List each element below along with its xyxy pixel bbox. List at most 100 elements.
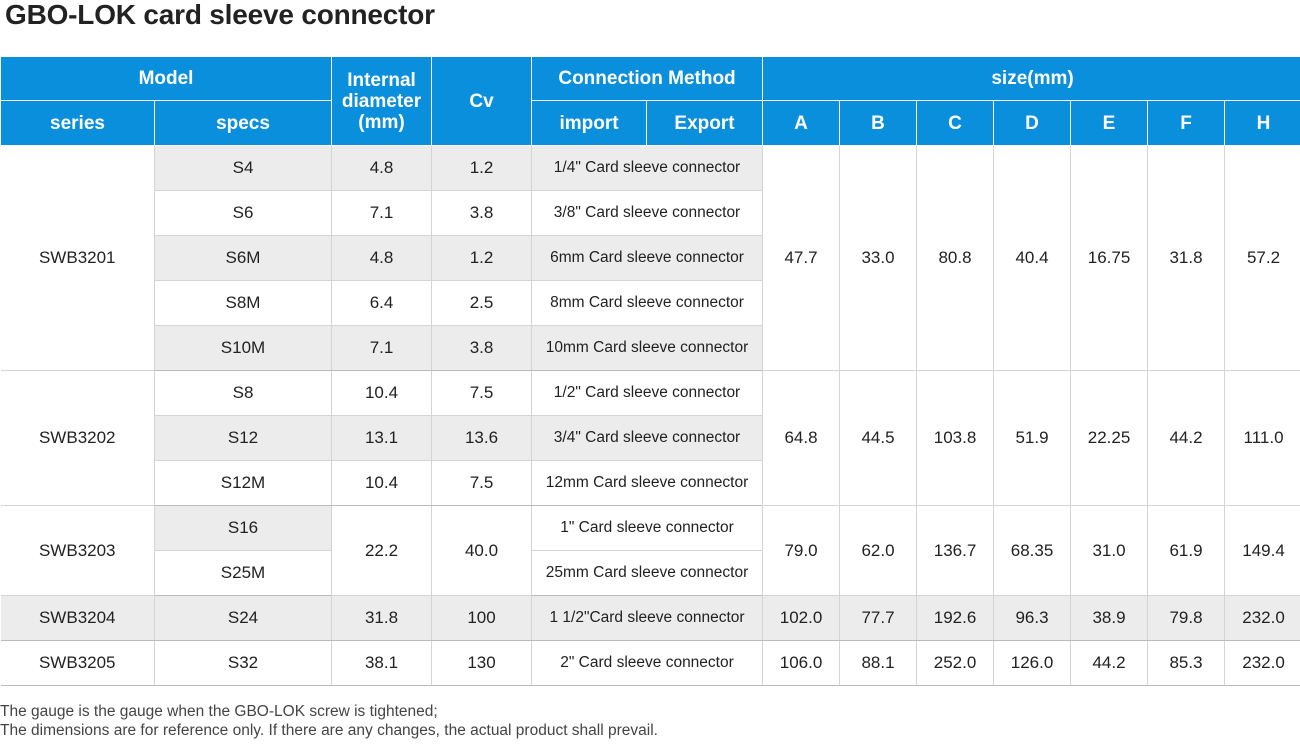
series-cell: SWB3202	[0, 370, 155, 506]
size-h-cell: 149.4	[1224, 505, 1300, 596]
size-c-cell: 103.8	[916, 370, 995, 506]
table-row: S6 7.1 3.8 3/8" Card sleeve connector	[1, 190, 1300, 236]
size-b-cell: 88.1	[839, 640, 918, 686]
size-e-cell: 22.25	[1070, 370, 1149, 506]
header-size-h: H	[1224, 100, 1300, 146]
size-c-cell: 136.7	[916, 505, 995, 596]
cv-cell: 130	[431, 640, 533, 686]
size-f-cell: 61.9	[1147, 505, 1226, 596]
header-internal-diameter: Internal diameter (mm)	[331, 56, 433, 146]
header-connection-method: Connection Method	[531, 56, 764, 101]
connection-cell: 1 1/2"Card sleeve connector	[531, 595, 764, 641]
series-cell: SWB3205	[0, 640, 155, 686]
table-row: SWB3204 S24 31.8 100 1 1/2"Card sleeve c…	[0, 595, 1300, 641]
diameter-cell: 22.2	[331, 505, 433, 596]
diameter-cell: 4.8	[331, 235, 433, 281]
connection-cell: 1/2" Card sleeve connector	[531, 370, 764, 416]
spec-cell: S32	[154, 640, 333, 686]
size-c-cell: 252.0	[916, 640, 995, 686]
size-a-cell: 102.0	[762, 595, 841, 641]
size-a-cell: 47.7	[762, 145, 841, 371]
page-title: GBO-LOK card sleeve connector	[5, 0, 435, 30]
header-size-c: C	[916, 100, 995, 146]
cv-cell: 3.8	[431, 325, 533, 371]
cv-cell: 7.5	[431, 460, 533, 506]
table-row: SWB3205 S32 38.1 130 2" Card sleeve conn…	[0, 640, 1300, 686]
size-h-cell: 232.0	[1224, 595, 1300, 641]
size-d-cell: 51.9	[993, 370, 1072, 506]
size-a-cell: 79.0	[762, 505, 841, 596]
header-series: series	[0, 100, 155, 146]
size-f-cell: 79.8	[1147, 595, 1226, 641]
diameter-cell: 31.8	[331, 595, 433, 641]
size-e-cell: 38.9	[1070, 595, 1149, 641]
cv-cell: 100	[431, 595, 533, 641]
table-row: SWB3201 S4 4.8 1.2 1/4" Card sleeve conn…	[0, 145, 1300, 371]
cv-cell: 1.2	[431, 145, 533, 191]
table-row: S8M 6.4 2.5 8mm Card sleeve connector	[1, 280, 1300, 326]
header-size-f: F	[1147, 100, 1226, 146]
size-a-cell: 106.0	[762, 640, 841, 686]
size-a-cell: 64.8	[762, 370, 841, 506]
size-h-cell: 111.0	[1224, 370, 1300, 506]
header-model: Model	[0, 56, 333, 101]
connection-cell: 1/4" Card sleeve connector	[531, 145, 764, 191]
cv-cell: 2.5	[431, 280, 533, 326]
spec-cell: S10M	[154, 325, 333, 371]
cv-cell: 3.8	[431, 190, 533, 236]
cv-cell: 40.0	[431, 505, 533, 596]
size-e-cell: 16.75	[1070, 145, 1149, 371]
table-row: SWB3202 S8 10.4 7.5 1/2" Card sleeve con…	[0, 370, 1300, 506]
diameter-cell: 7.1	[331, 325, 433, 371]
connection-cell: 8mm Card sleeve connector	[531, 280, 764, 326]
footnote-line: The dimensions are for reference only. I…	[0, 722, 658, 739]
size-d-cell: 40.4	[993, 145, 1072, 371]
size-b-cell: 44.5	[839, 370, 918, 506]
size-b-cell: 62.0	[839, 505, 918, 596]
size-f-cell: 85.3	[1147, 640, 1226, 686]
header-import: import	[531, 100, 648, 146]
connection-cell: 2" Card sleeve connector	[531, 640, 764, 686]
cv-cell: 7.5	[431, 370, 533, 416]
diameter-cell: 7.1	[331, 190, 433, 236]
header-row-top: Model Internal diameter (mm) Cv Connecti…	[0, 56, 1300, 146]
connection-cell: 6mm Card sleeve connector	[531, 235, 764, 281]
diameter-cell: 6.4	[331, 280, 433, 326]
cv-cell: 1.2	[431, 235, 533, 281]
header-size-a: A	[762, 100, 841, 146]
header-size-d: D	[993, 100, 1072, 146]
spec-cell: S4	[154, 145, 333, 191]
header-export: Export	[646, 100, 764, 146]
diameter-cell: 38.1	[331, 640, 433, 686]
spec-cell: S24	[154, 595, 333, 641]
size-d-cell: 126.0	[993, 640, 1072, 686]
spec-cell: S12M	[154, 460, 333, 506]
size-f-cell: 44.2	[1147, 370, 1226, 506]
table-row: S6M 4.8 1.2 6mm Card sleeve connector	[1, 235, 1300, 281]
connection-cell: 25mm Card sleeve connector	[531, 550, 764, 596]
header-cv: Cv	[431, 56, 533, 146]
header-size: size(mm)	[762, 56, 1300, 101]
size-h-cell: 232.0	[1224, 640, 1300, 686]
table-row: S25M 25mm Card sleeve connector	[1, 550, 1300, 596]
connection-cell: 3/4" Card sleeve connector	[531, 415, 764, 461]
spec-cell: S25M	[154, 550, 333, 596]
spec-cell: S6M	[154, 235, 333, 281]
size-b-cell: 33.0	[839, 145, 918, 371]
series-cell: SWB3203	[0, 505, 155, 596]
spec-cell: S6	[154, 190, 333, 236]
connection-cell: 3/8" Card sleeve connector	[531, 190, 764, 236]
connection-cell: 1" Card sleeve connector	[531, 505, 764, 551]
diameter-cell: 4.8	[331, 145, 433, 191]
size-f-cell: 31.8	[1147, 145, 1226, 371]
size-d-cell: 96.3	[993, 595, 1072, 641]
header-row-sub: series specs import Export A B C D E F H	[0, 100, 1300, 146]
spec-table: Model Internal diameter (mm) Cv Connecti…	[0, 56, 1300, 686]
header-size-b: B	[839, 100, 918, 146]
spec-cell: S8	[154, 370, 333, 416]
series-cell: SWB3201	[0, 145, 155, 371]
header-size-e: E	[1070, 100, 1149, 146]
diameter-cell: 10.4	[331, 370, 433, 416]
table-row: S12 13.1 13.6 3/4" Card sleeve connector	[1, 415, 1300, 461]
header-specs: specs	[153, 100, 333, 146]
